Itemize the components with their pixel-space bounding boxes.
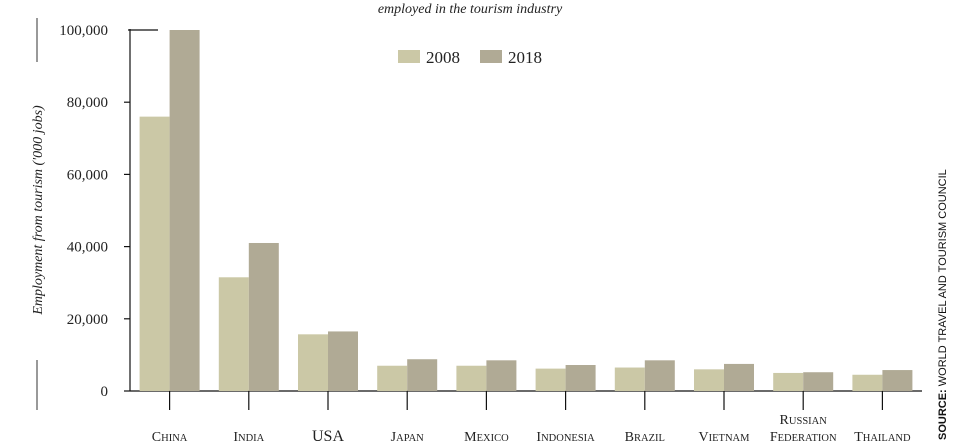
bar-2008 bbox=[535, 368, 566, 391]
x-tick-label: BRAZIL bbox=[625, 430, 665, 445]
bar-2018 bbox=[803, 372, 834, 391]
bar-2008 bbox=[614, 367, 645, 391]
bar-2008 bbox=[456, 365, 487, 391]
x-tick-label: INDIA bbox=[233, 430, 264, 445]
bar-2018 bbox=[565, 365, 596, 391]
y-tick-label: 80,000 bbox=[67, 95, 108, 111]
legend-swatch-2008 bbox=[398, 50, 420, 63]
x-tick-label: MEXICO bbox=[464, 430, 509, 445]
x-tick-label: CHINA bbox=[152, 430, 188, 445]
x-tick-label: VIETNAM bbox=[699, 430, 751, 445]
x-tick-label: JAPAN bbox=[391, 430, 424, 445]
bar-2018 bbox=[328, 331, 358, 391]
bar-2018 bbox=[724, 363, 754, 391]
bar-2008 bbox=[218, 277, 249, 391]
bar-2018 bbox=[169, 30, 200, 391]
bar-2018 bbox=[407, 359, 438, 391]
legend-label-2018: 2018 bbox=[508, 48, 542, 67]
bar-2008 bbox=[377, 365, 408, 391]
legend-swatch-2018 bbox=[480, 50, 502, 63]
bar-2018 bbox=[486, 360, 517, 391]
bar-2008 bbox=[694, 369, 724, 391]
legend-label-2008: 2008 bbox=[426, 48, 460, 67]
x-tick-label: THAILAND bbox=[854, 430, 911, 445]
bar-2018 bbox=[248, 242, 279, 391]
bar-2018 bbox=[882, 370, 913, 391]
bar-2008 bbox=[773, 372, 804, 391]
x-tick-label: INDONESIA bbox=[536, 430, 595, 445]
y-tick-label: 60,000 bbox=[67, 167, 108, 183]
y-tick-label: 20,000 bbox=[67, 312, 108, 328]
y-tick-label: 40,000 bbox=[67, 240, 108, 256]
x-tick-label-line2: FEDERATION bbox=[770, 430, 837, 445]
x-tick-label: RUSSIAN bbox=[780, 413, 828, 428]
bar-2008 bbox=[139, 116, 170, 391]
source-note: SOURCE: WORLD TRAVEL AND TOURISM COUNCIL bbox=[937, 169, 949, 440]
x-tick-label: USA bbox=[312, 428, 344, 445]
y-axis-title: Employment from tourism ('000 jobs) bbox=[31, 105, 46, 316]
bar-2008 bbox=[298, 334, 328, 391]
chart-subtitle: employed in the tourism industry bbox=[378, 2, 563, 17]
bar-2018 bbox=[644, 360, 675, 391]
y-tick-label: 0 bbox=[101, 384, 109, 400]
y-tick-label: 100,000 bbox=[59, 23, 108, 39]
bar-2008 bbox=[852, 374, 883, 391]
